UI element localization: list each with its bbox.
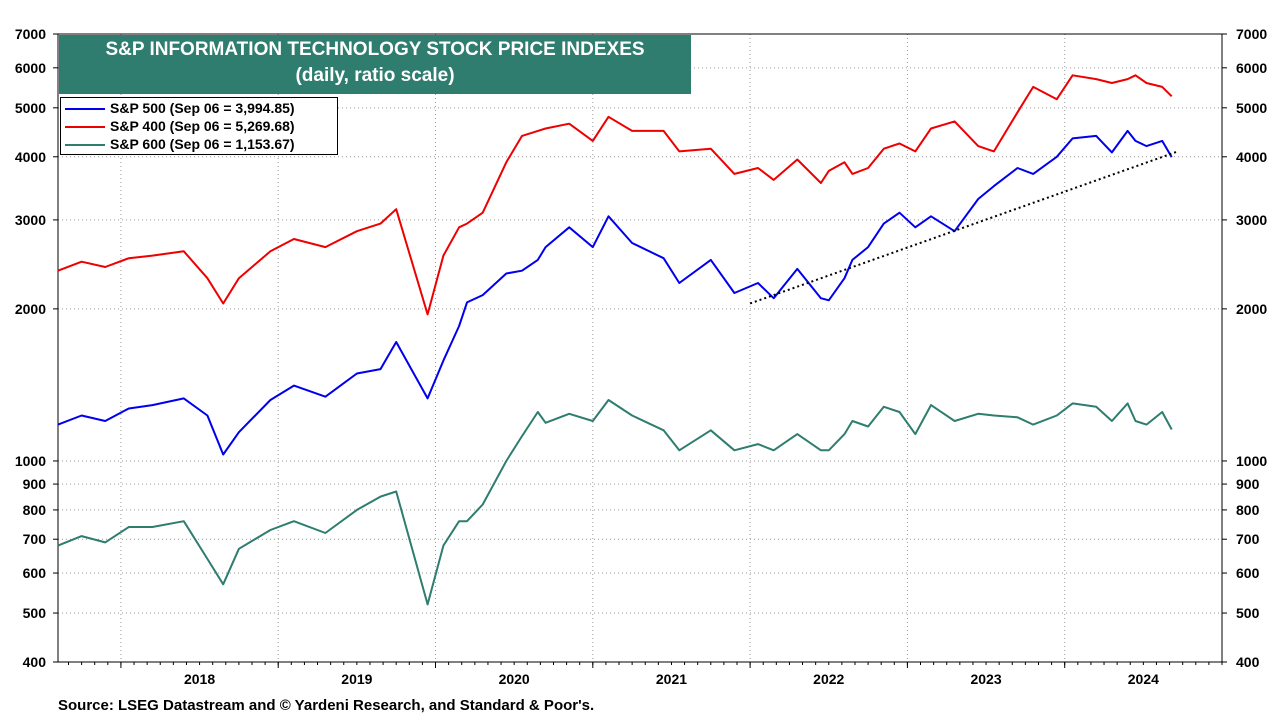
y-axis-right: 400 500 600 700 800 900 1000 2000 3000 4000 5000 60… xyxy=(1222,26,1267,670)
y-tick-label-right: 7000 xyxy=(1236,26,1267,42)
y-tick-label-left: 900 xyxy=(23,476,47,492)
y-tick-label-left: 6000 xyxy=(15,60,46,76)
legend-label-sp600: S&P 600 (Sep 06 = 1,153.67) xyxy=(110,136,295,152)
y-tick-label-left: 7000 xyxy=(15,26,46,42)
x-tick-label: 2023 xyxy=(970,671,1001,687)
y-axis-left: 400 500 600 700 800 900 1000 2000 3000 4000 5000 60… xyxy=(15,26,58,670)
y-tick-label-left: 2000 xyxy=(15,301,46,317)
series-layer xyxy=(57,74,1179,606)
y-tick-label-left: 600 xyxy=(23,565,47,581)
legend-swatch-sp600 xyxy=(65,144,105,147)
legend-label-sp400: S&P 400 (Sep 06 = 5,269.68) xyxy=(110,118,295,134)
legend: S&P 500 (Sep 06 = 3,994.85) S&P 400 (Sep… xyxy=(60,97,338,155)
legend-item-sp400: S&P 400 (Sep 06 = 5,269.68) xyxy=(65,118,295,136)
series-sp400-line xyxy=(57,74,1173,316)
x-tick-label: 2018 xyxy=(184,671,215,687)
source-note: Source: LSEG Datastream and © Yardeni Re… xyxy=(58,697,595,714)
x-tick-label: 2022 xyxy=(813,671,844,687)
y-tick-label-right: 500 xyxy=(1236,605,1260,621)
plot-frame xyxy=(57,33,1223,663)
y-tick-label-left: 5000 xyxy=(15,100,46,116)
y-tick-label-left: 700 xyxy=(23,531,47,547)
y-tick-label-left: 3000 xyxy=(15,212,46,228)
series-sp500-line xyxy=(57,129,1173,456)
y-tick-label-right: 700 xyxy=(1236,531,1260,547)
legend-swatch-sp400 xyxy=(65,126,105,129)
x-tick-label: 2020 xyxy=(499,671,530,687)
y-tick-label-right: 3000 xyxy=(1236,212,1267,228)
x-tick-label: 2021 xyxy=(656,671,687,687)
x-tick-label: 2019 xyxy=(341,671,372,687)
trendline xyxy=(749,150,1179,305)
series-sp600-line xyxy=(57,399,1173,606)
legend-label-sp500: S&P 500 (Sep 06 = 3,994.85) xyxy=(110,100,295,116)
chart-subtitle: (daily, ratio scale) xyxy=(295,65,455,86)
y-tick-label-right: 6000 xyxy=(1236,60,1267,76)
y-tick-label-right: 1000 xyxy=(1236,453,1267,469)
y-tick-label-right: 600 xyxy=(1236,565,1260,581)
chart-title: S&P INFORMATION TECHNOLOGY STOCK PRICE I… xyxy=(105,39,645,60)
x-tick-label: 2024 xyxy=(1128,671,1159,687)
y-tick-label-right: 800 xyxy=(1236,502,1260,518)
legend-item-sp600: S&P 600 (Sep 06 = 1,153.67) xyxy=(65,136,295,154)
y-tick-label-left: 800 xyxy=(23,502,47,518)
chart-title-box: S&P INFORMATION TECHNOLOGY STOCK PRICE I… xyxy=(59,35,691,94)
y-tick-label-right: 4000 xyxy=(1236,149,1267,165)
legend-item-sp500: S&P 500 (Sep 06 = 3,994.85) xyxy=(65,100,295,118)
legend-swatch-sp500 xyxy=(65,108,105,111)
y-tick-label-right: 5000 xyxy=(1236,100,1267,116)
y-tick-label-right: 2000 xyxy=(1236,301,1267,317)
y-tick-label-left: 400 xyxy=(23,654,47,670)
y-tick-label-right: 400 xyxy=(1236,654,1260,670)
y-tick-label-right: 900 xyxy=(1236,476,1260,492)
y-tick-label-left: 4000 xyxy=(15,149,46,165)
y-tick-label-left: 500 xyxy=(23,605,47,621)
x-axis: 2018 2019 2020 2021 2022 2023 2024 xyxy=(67,662,1223,687)
y-tick-label-left: 1000 xyxy=(15,453,46,469)
